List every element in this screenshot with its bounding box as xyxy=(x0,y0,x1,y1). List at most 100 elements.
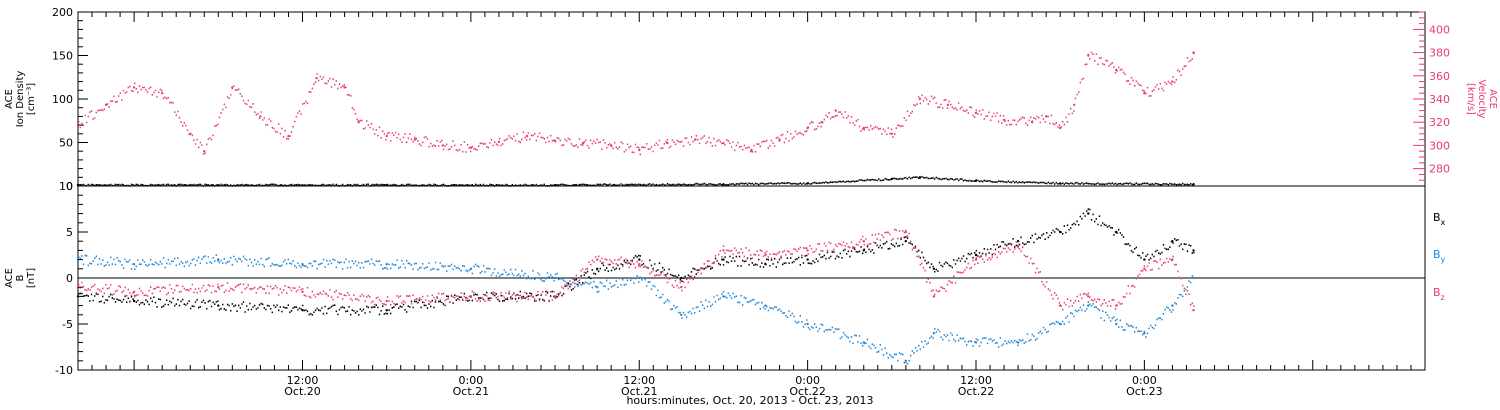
data-point xyxy=(441,144,444,147)
data-point xyxy=(666,141,669,145)
data-point xyxy=(1016,341,1020,344)
data-point xyxy=(132,290,136,293)
density-axis-label-line: [cm⁻³] xyxy=(26,83,37,115)
date-tick-label: Oct.21 xyxy=(453,385,490,398)
time-tick-label: 12:00 xyxy=(623,374,655,387)
data-point xyxy=(203,150,206,153)
data-point xyxy=(469,146,473,149)
date-tick-label: Oct.23 xyxy=(1126,385,1163,398)
data-point xyxy=(890,177,893,181)
data-point xyxy=(525,134,529,138)
legend-subscript: z xyxy=(1441,293,1445,302)
data-point xyxy=(904,240,907,243)
data-point xyxy=(1143,258,1146,261)
data-point xyxy=(974,179,978,182)
data-point xyxy=(918,97,922,101)
data-point xyxy=(343,86,346,89)
data-point xyxy=(1087,53,1090,57)
data-point xyxy=(1059,182,1062,185)
data-point xyxy=(553,139,557,142)
data-point xyxy=(1143,332,1146,335)
data-point xyxy=(904,359,907,362)
data-point xyxy=(778,138,781,141)
data-point xyxy=(610,144,613,147)
data-point xyxy=(1192,183,1195,186)
ion-density-series-trace xyxy=(78,175,1195,187)
data-point xyxy=(974,341,978,344)
data-point xyxy=(834,109,837,112)
velocity-series-trace xyxy=(78,51,1195,156)
legend-label: Bx xyxy=(1433,211,1446,227)
b-series-bz-trace xyxy=(78,228,1195,311)
legend-by: By xyxy=(1433,248,1446,264)
time-tick-label: 0:00 xyxy=(459,374,484,387)
data-point xyxy=(217,286,220,289)
data-point xyxy=(862,126,865,130)
data-point xyxy=(301,263,304,266)
ion-density-series xyxy=(76,175,1195,187)
b-series-by xyxy=(76,254,1195,365)
data-point xyxy=(1143,92,1146,95)
data-point xyxy=(946,103,950,107)
data-point xyxy=(596,258,599,261)
data-point xyxy=(596,267,599,270)
data-point xyxy=(1171,80,1174,83)
velocity-axis-tick-label: 340 xyxy=(1429,93,1450,106)
data-point xyxy=(132,86,136,89)
data-point xyxy=(806,182,809,185)
density-axis-tick-label: 100 xyxy=(52,93,73,106)
data-point xyxy=(764,304,767,307)
b-axis-label-line: ACE xyxy=(4,268,15,288)
density-axis-tick-label: 150 xyxy=(52,50,73,63)
data-point xyxy=(806,126,809,130)
data-point xyxy=(385,309,388,312)
data-point xyxy=(217,258,220,261)
data-point xyxy=(469,295,473,298)
data-point xyxy=(287,134,290,138)
data-point xyxy=(1192,276,1195,280)
time-tick-label: 12:00 xyxy=(287,374,319,387)
data-point xyxy=(638,276,641,280)
data-point xyxy=(1030,121,1034,124)
density-axis-tick-label: 200 xyxy=(52,6,73,19)
data-point xyxy=(1087,212,1090,215)
data-point xyxy=(722,258,725,261)
data-point xyxy=(1016,244,1020,247)
data-point xyxy=(497,140,501,144)
legend-label: By xyxy=(1433,248,1446,264)
b-series-bx-trace xyxy=(78,208,1195,316)
data-point xyxy=(189,132,192,135)
b-axis-tick-label: -5 xyxy=(62,318,73,331)
data-point xyxy=(1115,322,1118,326)
data-point xyxy=(553,295,557,298)
data-point xyxy=(315,76,318,80)
data-point xyxy=(680,313,683,316)
data-point xyxy=(469,267,473,270)
data-point xyxy=(806,322,809,326)
b-axis-label-line: [nT] xyxy=(26,268,37,288)
b-series-by-trace xyxy=(78,254,1195,365)
data-point xyxy=(932,267,936,270)
b-axis-tick-label: 5 xyxy=(66,226,73,239)
data-point xyxy=(1192,309,1195,312)
data-point xyxy=(132,299,136,303)
density-axis-label-line: ACE xyxy=(4,89,15,109)
data-point xyxy=(1192,51,1195,54)
data-point xyxy=(259,115,262,118)
data-point xyxy=(1115,230,1118,234)
velocity-series xyxy=(76,51,1195,156)
data-point xyxy=(638,258,641,261)
data-point xyxy=(385,263,388,266)
data-point xyxy=(1115,68,1118,72)
data-point xyxy=(1143,267,1146,270)
time-axis-title: hours:minutes, Oct. 20, 2013 - Oct. 23, … xyxy=(626,394,873,407)
data-point xyxy=(722,249,725,252)
data-point xyxy=(231,86,234,89)
data-point xyxy=(1171,304,1174,307)
data-point xyxy=(1073,103,1076,107)
data-point xyxy=(974,258,978,261)
data-point xyxy=(722,295,725,298)
data-point xyxy=(680,276,683,280)
time-tick-label: 0:00 xyxy=(795,374,820,387)
